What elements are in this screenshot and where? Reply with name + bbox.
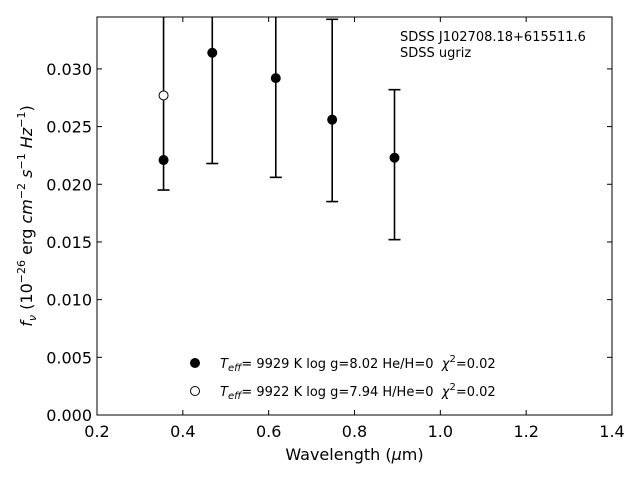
x-tick-label: 1.0: [428, 422, 453, 441]
legend-entry-1: Teff= 9929 K log g=8.02 He/H=0 χ2=0.02: [220, 354, 496, 374]
y-tick-label: 0.005: [46, 348, 92, 367]
axis-ticks: 0.2 0.4 0.6 0.8 1.0 1.2 1.4 0.000 0.005 0.010 0.01…: [46, 17, 625, 441]
model-point-filled: [158, 155, 169, 166]
y-tick-label: 0.000: [46, 406, 92, 425]
y-tick-label: 0.015: [46, 233, 92, 252]
y-tick-label: 0.030: [46, 60, 92, 79]
annotation-object-name: SDSS J102708.18+615511.6: [400, 30, 586, 45]
y-tick-label: 0.025: [46, 118, 92, 137]
x-tick-label: 1.2: [513, 422, 538, 441]
annotation-survey: SDSS ugriz: [400, 46, 471, 61]
error-bars: [157, 17, 401, 241]
legend-entry-2: Teff= 9922 K log g=7.94 H/He=0 χ2=0.02: [220, 382, 496, 402]
model-point-filled: [270, 73, 281, 84]
plot-frame: [96, 16, 613, 416]
x-axis-label: Wavelength (μm): [285, 445, 423, 464]
x-tick-label: 0.4: [170, 422, 195, 441]
legend-marker-filled: [190, 358, 200, 368]
legend-marker-open: [190, 386, 200, 396]
x-tick-label: 1.4: [599, 422, 624, 441]
legend: Teff= 9929 K log g=8.02 He/H=0 χ2=0.02 T…: [190, 354, 496, 402]
model-point-filled: [207, 47, 218, 58]
x-tick-label: 0.8: [342, 422, 367, 441]
data-points: [158, 47, 400, 166]
y-axis-label: fν (10−26 erg cm−2 s−1 Hz−1): [15, 105, 39, 326]
model-point-filled: [389, 152, 400, 163]
y-tick-label: 0.010: [46, 291, 92, 310]
y-tick-label: 0.020: [46, 175, 92, 194]
model-point-filled: [327, 114, 338, 125]
x-tick-label: 0.2: [84, 422, 109, 441]
model-point-open: [158, 90, 169, 101]
x-tick-label: 0.6: [256, 422, 281, 441]
